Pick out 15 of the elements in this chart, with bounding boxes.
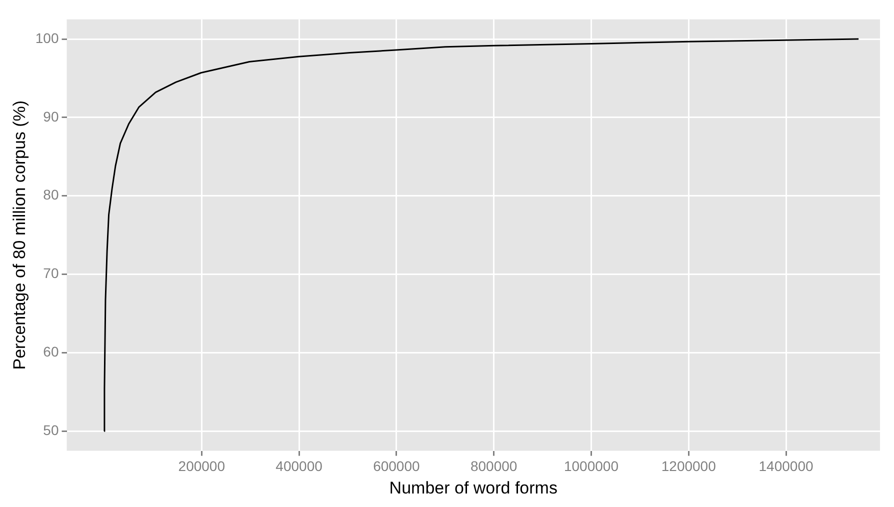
x-tick-label: 1400000 xyxy=(758,458,814,474)
x-tick-label: 400000 xyxy=(276,458,323,474)
x-tick-label: 200000 xyxy=(178,458,226,474)
y-tick-label: 90 xyxy=(43,108,59,124)
y-tick-label: 80 xyxy=(43,186,59,203)
x-tick-label: 1200000 xyxy=(661,458,716,474)
x-tick-label: 1000000 xyxy=(564,458,619,474)
x-axis-title: Number of word forms xyxy=(389,478,558,498)
y-axis-title: Percentage of 80 million corpus (%) xyxy=(10,100,29,370)
y-tick-label: 100 xyxy=(35,30,59,46)
x-tick-label: 800000 xyxy=(470,458,518,474)
x-tick-label: 600000 xyxy=(373,458,420,474)
y-tick-label: 70 xyxy=(43,265,59,282)
y-tick-label: 50 xyxy=(43,422,59,438)
y-tick-label: 60 xyxy=(43,344,59,360)
